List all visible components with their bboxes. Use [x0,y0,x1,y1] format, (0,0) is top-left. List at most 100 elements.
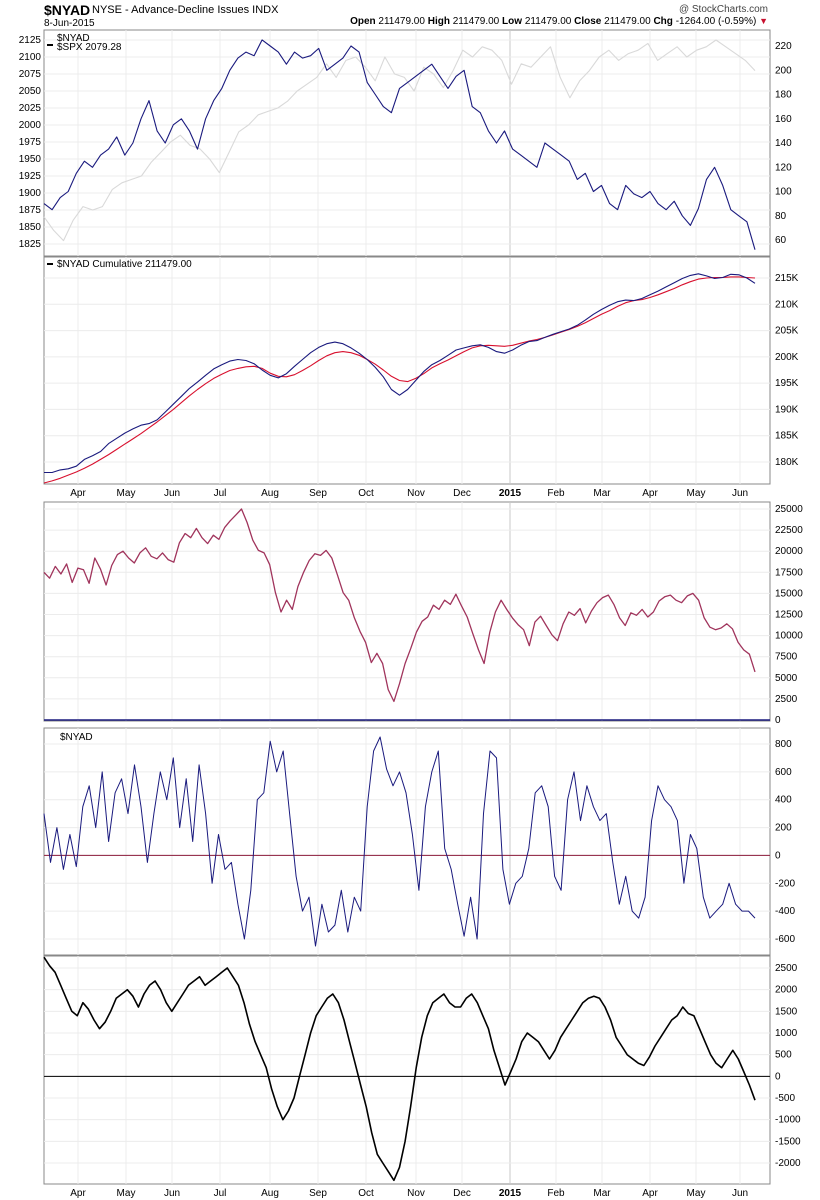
x-axis-label-bottom: 2015 [499,1188,522,1199]
legend-label: $NYAD [57,33,90,44]
chart-header: $NYAD NYSE - Advance-Decline Issues INDX… [0,0,820,30]
low-label: Low [502,16,523,27]
y-right-tick-label: 200 [775,65,792,76]
y-left-tick-label: 1875 [19,205,42,216]
y-right-tick-label: 205K [775,326,799,337]
chart-date: 8-Jun-2015 [44,18,95,29]
y-right-tick-label: -400 [775,906,795,917]
legend-label: $NYAD [60,732,93,743]
y-left-tick-label: 1950 [19,154,42,165]
x-axis-label: Jun [732,488,748,499]
y-left-tick-label: 2100 [19,52,42,63]
y-right-tick-label: 2000 [775,985,798,996]
y-left-tick-label: 2050 [19,86,42,97]
y-left-tick-label: 1975 [19,137,42,148]
y-right-tick-label: 20000 [775,546,803,557]
y-right-tick-label: 220 [775,41,792,52]
open-label: Open [350,16,376,27]
y-right-tick-label: 180 [775,90,792,101]
x-axis-label: Oct [358,488,374,499]
y-right-tick-label: 2500 [775,963,798,974]
y-right-tick-label: 12500 [775,610,803,621]
y-right-tick-label: -200 [775,878,795,889]
y-left-tick-label: 2075 [19,69,42,80]
y-right-tick-label: 200 [775,823,792,834]
indicator-1-line [43,508,756,703]
x-axis-label: Nov [407,488,425,499]
x-axis-label-bottom: Dec [453,1188,471,1199]
x-axis-label: Jun [164,488,180,499]
y-right-tick-label: 180K [775,457,799,468]
y-right-tick-label: 1500 [775,1006,798,1017]
legend-swatch [47,44,53,46]
y-right-tick-label: 1000 [775,1028,798,1039]
x-axis-label-bottom: Mar [593,1188,611,1199]
x-axis-label-bottom: Oct [358,1188,374,1199]
y-right-tick-label: 0 [775,1071,781,1082]
y-right-tick-label: 195K [775,378,799,389]
chg-label: Chg [653,16,673,27]
x-axis-label: Sep [309,488,327,499]
y-right-tick-label: 160 [775,114,792,125]
panel-indicator-1 [43,501,771,722]
y-right-tick-label: -600 [775,934,795,945]
x-axis-label: Dec [453,488,471,499]
indicator-2-line [43,956,756,1182]
open-value: 211479.00 [378,16,425,27]
close-label: Close [574,16,602,27]
nyad-series-line [43,39,756,250]
y-left-tick-label: 2025 [19,103,42,114]
y-right-tick-label: 60 [775,235,787,246]
x-axis-label: May [117,488,136,499]
x-axis-label-bottom: Jul [214,1188,227,1199]
y-right-tick-label: 15000 [775,588,803,599]
panel-daily [43,727,771,956]
x-axis-label: 2015 [499,488,522,499]
spx-series-line [43,39,756,242]
y-right-tick-label: 190K [775,404,799,415]
x-axis-label-bottom: Nov [407,1188,425,1199]
y-left-tick-label: 2125 [19,35,42,46]
panel-price [43,29,771,257]
y-right-tick-label: 22500 [775,525,803,536]
y-right-tick-label: 400 [775,795,792,806]
x-axis-label: Feb [547,488,565,499]
high-value: 211479.00 [452,16,500,27]
y-right-tick-label: 10000 [775,631,803,642]
quote-line: Open 211479.00 High 211479.00 Low 211479… [350,16,768,27]
symbol-title: $NYAD [44,2,91,18]
y-right-tick-label: 210K [775,299,799,310]
low-value: 211479.00 [524,16,572,27]
x-axis-label: May [687,488,706,499]
legend-label: $NYAD Cumulative 211479.00 [57,259,192,270]
y-right-tick-label: 25000 [775,504,803,515]
y-right-tick-label: 7500 [775,652,798,663]
down-arrow-icon: ▼ [759,16,768,26]
close-value: 211479.00 [604,16,651,27]
y-left-tick-label: 2000 [19,120,42,131]
x-axis-label-bottom: Aug [261,1188,279,1199]
y-left-tick-label: 1925 [19,171,42,182]
y-right-tick-label: -2000 [775,1158,801,1169]
y-right-tick-label: 0 [775,715,781,726]
y-right-tick-label: -500 [775,1093,795,1104]
y-right-tick-label: 120 [775,162,792,173]
x-axis-label-bottom: May [687,1188,706,1199]
panel-cumulative [43,256,771,485]
high-label: High [427,16,450,27]
y-right-tick-label: 800 [775,739,792,750]
y-right-tick-label: -1000 [775,1115,801,1126]
x-axis-label: Apr [70,488,86,499]
x-axis-label: Mar [593,488,611,499]
daily-series-line [43,736,756,947]
panel-indicator-2 [43,955,771,1185]
y-right-tick-label: 200K [775,352,799,363]
legend-label: $SPX 2079.28 [57,42,122,53]
x-axis-label-bottom: Jun [164,1188,180,1199]
x-axis-label-bottom: May [117,1188,136,1199]
y-right-tick-label: -1500 [775,1136,801,1147]
cumulative-series-line [44,273,756,474]
x-axis-label: Aug [261,488,279,499]
y-right-tick-label: 17500 [775,567,803,578]
x-axis-label-bottom: Jun [732,1188,748,1199]
